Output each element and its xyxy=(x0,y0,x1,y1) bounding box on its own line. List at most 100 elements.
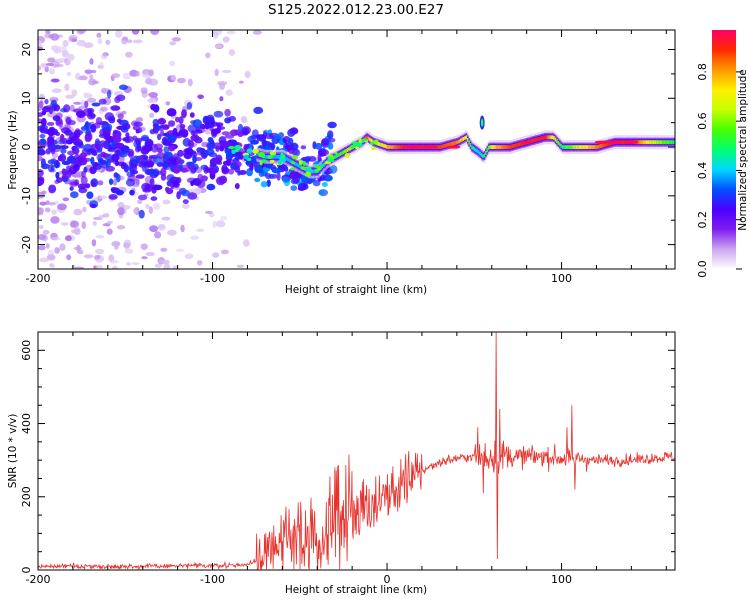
band-segment xyxy=(482,155,485,158)
noise-blob xyxy=(220,215,228,221)
band-segment xyxy=(493,146,496,149)
ridge-blob xyxy=(321,182,328,187)
band-segment xyxy=(265,155,268,158)
band-segment xyxy=(472,147,475,150)
noise-blob xyxy=(252,30,262,35)
noise-blob xyxy=(77,75,88,81)
band-segment xyxy=(606,143,609,146)
band-segment xyxy=(591,146,594,149)
band-segment xyxy=(475,149,478,152)
band-segment xyxy=(564,146,567,149)
noise-blob xyxy=(66,53,75,61)
band-segment xyxy=(581,146,584,149)
transition-blob xyxy=(324,161,332,165)
ridge-blob xyxy=(50,78,60,83)
band-segment xyxy=(480,153,483,156)
spectrogram-frame xyxy=(37,29,676,270)
ridge-blob xyxy=(89,166,97,175)
transition-blob xyxy=(370,142,374,146)
ridge-blob xyxy=(46,121,55,126)
ridge-blob xyxy=(59,145,69,150)
noise-blob xyxy=(242,239,250,247)
ridge-blob xyxy=(290,185,298,191)
ridge-blob xyxy=(320,174,326,181)
noise-blob xyxy=(220,249,229,255)
ridge-blob xyxy=(50,147,56,155)
noise-blob xyxy=(131,262,140,266)
noise-blob xyxy=(169,41,177,46)
band-segment xyxy=(550,136,553,139)
transition-blob xyxy=(351,141,358,145)
ridge-blob xyxy=(59,133,65,143)
ridge-blob xyxy=(323,174,333,182)
band-segment xyxy=(594,146,596,149)
ridge-blob xyxy=(207,137,214,143)
ridge-blob xyxy=(86,107,95,114)
noise-blob xyxy=(214,68,219,77)
band-segment xyxy=(559,143,562,146)
ridge-blob xyxy=(170,180,175,190)
noise-blob xyxy=(38,46,44,52)
band-segment xyxy=(338,153,341,156)
ridge-blob xyxy=(55,171,60,179)
band-segment xyxy=(511,145,514,148)
noise-blob xyxy=(111,241,121,247)
ridge-blob xyxy=(48,184,57,194)
band-segment xyxy=(486,149,489,152)
ridge-blob xyxy=(38,147,44,154)
band-segment xyxy=(508,146,511,149)
ridge-blob xyxy=(195,129,203,134)
ridge-blob xyxy=(173,180,179,187)
noise-blob xyxy=(239,80,244,84)
band-segment xyxy=(342,151,345,154)
noise-blob xyxy=(65,94,75,99)
band-segment xyxy=(658,141,661,144)
noise-blob xyxy=(112,178,118,186)
noise-blob xyxy=(42,229,50,235)
noise-blob xyxy=(38,191,45,199)
ridge-blob xyxy=(125,132,130,139)
ridge-blob xyxy=(180,167,188,173)
noise-blob xyxy=(97,38,103,45)
ridge-blob xyxy=(165,186,170,192)
band-segment xyxy=(404,146,407,149)
ridge-blob xyxy=(187,192,198,200)
ridge-blob xyxy=(132,155,140,165)
ridge-blob xyxy=(103,134,111,141)
ridge-blob xyxy=(138,209,145,219)
band-segment xyxy=(489,146,492,149)
band-segment xyxy=(520,142,522,146)
transition-blob xyxy=(352,143,357,148)
ridge-blob xyxy=(111,153,120,162)
noise-blob xyxy=(170,74,177,81)
ridge-blob xyxy=(152,156,163,165)
x-tick-label: 100 xyxy=(551,573,572,586)
ridge-blob xyxy=(118,151,128,158)
noise-blob xyxy=(78,105,87,109)
noise-blob xyxy=(226,30,236,35)
ridge-blob xyxy=(47,159,56,165)
ridge-blob xyxy=(147,140,154,146)
ridge-blob xyxy=(166,180,171,187)
ridge-blob xyxy=(265,173,272,179)
spectrogram-x-label: Height of straight line (km) xyxy=(285,284,427,296)
transition-blob xyxy=(304,167,312,172)
band-segment xyxy=(465,136,468,139)
noise-blob xyxy=(97,180,104,186)
noise-blob xyxy=(180,224,185,233)
ridge-blob xyxy=(73,164,80,172)
band-segment xyxy=(448,143,451,146)
ridge-blob xyxy=(38,112,44,118)
band-segment xyxy=(568,146,571,149)
noise-blob xyxy=(100,106,108,112)
band-segment xyxy=(602,144,605,147)
ridge-blob xyxy=(312,179,321,187)
ridge-blob xyxy=(108,194,118,200)
band-segment xyxy=(655,141,658,144)
noise-blob xyxy=(196,228,205,232)
band-segment xyxy=(458,140,461,143)
band-segment xyxy=(372,140,374,143)
band-segment xyxy=(672,141,675,144)
ridge-blob xyxy=(324,135,331,144)
